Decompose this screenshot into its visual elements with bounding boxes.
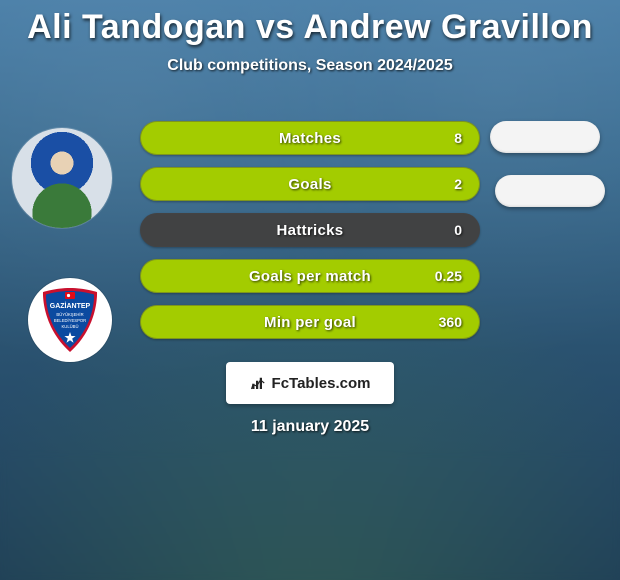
brand-text: FcTables.com: [272, 375, 371, 392]
stat-pill: Goals per match 0.25: [140, 259, 480, 293]
right-blank-pill-1: [490, 121, 600, 153]
player-avatar: [12, 128, 112, 228]
subtitle: Club competitions, Season 2024/2025: [0, 57, 620, 75]
badge-line3: BELEDİYESPOR: [54, 318, 86, 323]
stat-value: 2: [454, 176, 462, 192]
page-title: Ali Tandogan vs Andrew Gravillon: [0, 0, 620, 47]
badge-title: GAZİANTEP: [50, 302, 91, 310]
fctables-link[interactable]: FcTables.com: [226, 362, 394, 404]
flag-moon-icon: [67, 294, 70, 297]
generated-date: 11 january 2025: [0, 418, 620, 436]
stat-label: Goals: [288, 176, 331, 193]
stat-row: Hattricks 0: [140, 213, 480, 247]
stat-row: Goals per match 0.25: [140, 259, 480, 293]
stat-value: 360: [439, 314, 462, 330]
stat-pill: Hattricks 0: [140, 213, 480, 247]
stat-label: Hattricks: [277, 222, 344, 239]
stat-label: Matches: [279, 130, 341, 147]
club-badge-container: GAZİANTEP BÜYÜKŞEHİR BELEDİYESPOR KULÜBÜ: [28, 278, 112, 362]
stat-label: Goals per match: [249, 268, 371, 285]
stat-value: 0: [454, 222, 462, 238]
stat-pill: Matches 8: [140, 121, 480, 155]
badge-line2: BÜYÜKŞEHİR: [56, 312, 83, 317]
stat-label: Min per goal: [264, 314, 356, 331]
content-root: Ali Tandogan vs Andrew Gravillon Club co…: [0, 0, 620, 580]
stat-row: Matches 8: [140, 121, 480, 155]
stat-row: Min per goal 360: [140, 305, 480, 339]
stat-pill: Goals 2: [140, 167, 480, 201]
badge-line4: KULÜBÜ: [62, 324, 79, 329]
club-shield-icon: GAZİANTEP BÜYÜKŞEHİR BELEDİYESPOR KULÜBÜ: [39, 286, 101, 354]
stat-value: 8: [454, 130, 462, 146]
stat-row: Goals 2: [140, 167, 480, 201]
stat-value: 0.25: [435, 268, 462, 284]
chart-icon: [250, 374, 268, 392]
stats-list: Matches 8 Goals 2 Hattricks 0 Goals per match 0…: [140, 121, 480, 351]
right-blank-pill-2: [495, 175, 605, 207]
stat-pill: Min per goal 360: [140, 305, 480, 339]
